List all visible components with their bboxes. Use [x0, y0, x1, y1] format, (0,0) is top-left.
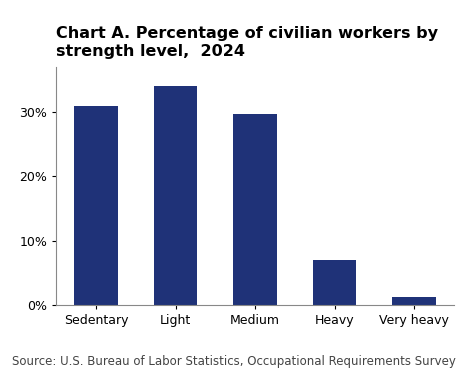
Bar	[392, 297, 436, 305]
Bar	[74, 106, 118, 305]
Bar	[313, 260, 357, 305]
Bar	[233, 114, 277, 305]
Text: Chart A. Percentage of civilian workers by
strength level,  2024: Chart A. Percentage of civilian workers …	[56, 26, 438, 59]
Bar	[154, 86, 197, 305]
Text: Source: U.S. Bureau of Labor Statistics, Occupational Requirements Survey: Source: U.S. Bureau of Labor Statistics,…	[12, 355, 456, 368]
